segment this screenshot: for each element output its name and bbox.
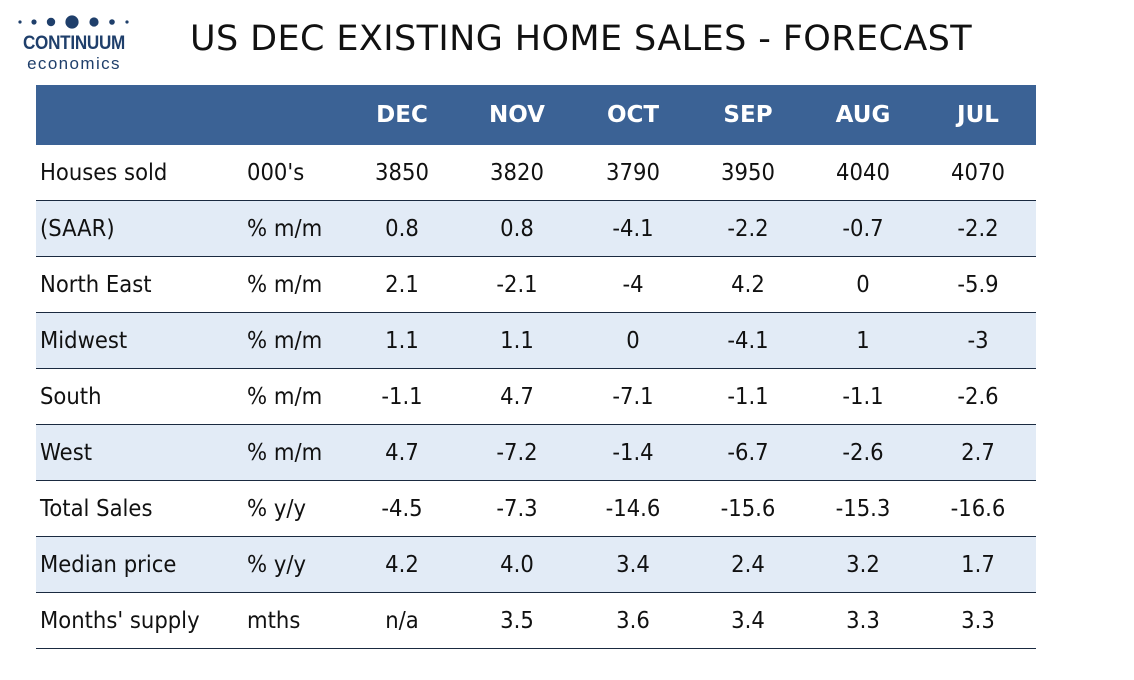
value-cell-oct: -1.4 (612, 440, 654, 466)
table-row: Houses sold 000's 3850 3820 3790 3950 4040 4070 (36, 145, 1036, 201)
value-cell-nov: 3820 (490, 160, 544, 186)
row-unit: % y/y (247, 496, 307, 522)
data-table: DEC NOV OCT SEP AUG JUL Houses sold 000's 3850 3… (36, 85, 1036, 649)
value-cell-aug: -2.6 (842, 440, 884, 466)
value-cell-oct: 0 (626, 328, 640, 354)
value-cell-dec: 0.8 (385, 216, 419, 242)
table-row: South % m/m -1.1 4.7 -7.1 -1.1 -1.1 -2.6 (36, 369, 1036, 425)
table-row: Total Sales % y/y -4.5 -7.3 -14.6 -15.6 -15.3 -… (36, 481, 1036, 537)
value-cell-dec: 4.7 (385, 440, 419, 466)
table-row: West % m/m 4.7 -7.2 -1.4 -6.7 -2.6 2.7 (36, 425, 1036, 481)
table-row: North East % m/m 2.1 -2.1 -4 4.2 0 -5.9 (36, 257, 1036, 313)
value-cell-jul: 4070 (951, 160, 1005, 186)
value-cell-jul: -5.9 (957, 272, 999, 298)
value-cell-nov: -2.1 (496, 272, 538, 298)
value-cell-aug: -0.7 (842, 216, 884, 242)
row-unit: % m/m (247, 440, 323, 466)
value-cell-dec: 2.1 (385, 272, 419, 298)
column-header-oct: OCT (606, 102, 660, 128)
value-cell-dec: n/a (385, 608, 419, 634)
value-cell-aug: 3.3 (846, 608, 880, 634)
table-header: DEC NOV OCT SEP AUG JUL (36, 85, 1036, 145)
column-header-dec: DEC (376, 102, 428, 128)
value-cell-dec: 1.1 (385, 328, 419, 354)
value-cell-jul: 2.7 (961, 440, 995, 466)
column-header-nov: NOV (489, 102, 545, 128)
row-label: South (40, 384, 102, 410)
row-unit: % y/y (247, 552, 307, 578)
value-cell-nov: -7.2 (496, 440, 538, 466)
table-row: Months' supply mths n/a 3.5 3.6 3.4 3.3 3.3 (36, 593, 1036, 649)
value-cell-jul: 3.3 (961, 608, 995, 634)
row-unit: mths (247, 608, 301, 634)
value-cell-oct: 3.6 (616, 608, 650, 634)
value-cell-oct: -14.6 (605, 496, 661, 522)
value-cell-oct: 3790 (606, 160, 660, 186)
value-cell-nov: 4.0 (500, 552, 534, 578)
row-label: West (40, 440, 93, 466)
value-cell-nov: 4.7 (500, 384, 534, 410)
table-row: Median price % y/y 4.2 4.0 3.4 2.4 3.2 1.7 (36, 537, 1036, 593)
value-cell-aug: -15.3 (835, 496, 891, 522)
value-cell-jul: -16.6 (950, 496, 1006, 522)
value-cell-sep: 3.4 (731, 608, 765, 634)
value-cell-oct: -4 (622, 272, 644, 298)
row-unit: % m/m (247, 216, 323, 242)
logo-brand: CONTINUUM (22, 33, 126, 54)
row-label: Total Sales (40, 496, 153, 522)
value-cell-aug: 4040 (836, 160, 890, 186)
value-cell-sep: 4.2 (731, 272, 765, 298)
column-header-sep: SEP (723, 102, 773, 128)
table-row: (SAAR) % m/m 0.8 0.8 -4.1 -2.2 -0.7 -2.2 (36, 201, 1036, 257)
value-cell-jul: -2.6 (957, 384, 999, 410)
value-cell-jul: -3 (967, 328, 989, 354)
value-cell-jul: -2.2 (957, 216, 999, 242)
value-cell-oct: 3.4 (616, 552, 650, 578)
value-cell-sep: -6.7 (727, 440, 769, 466)
row-label: Midwest (40, 328, 128, 354)
table-row: Midwest % m/m 1.1 1.1 0 -4.1 1 -3 (36, 313, 1036, 369)
value-cell-oct: -7.1 (612, 384, 654, 410)
row-label: (SAAR) (40, 216, 115, 242)
value-cell-oct: -4.1 (612, 216, 654, 242)
value-cell-aug: 0 (856, 272, 870, 298)
value-cell-dec: -1.1 (381, 384, 423, 410)
value-cell-sep: -15.6 (720, 496, 776, 522)
continuum-economics-logo: CONTINUUM economics (14, 14, 134, 76)
column-header-aug: AUG (835, 102, 891, 128)
row-unit: 000's (247, 160, 305, 186)
value-cell-jul: 1.7 (961, 552, 995, 578)
row-unit: % m/m (247, 328, 323, 354)
value-cell-sep: -4.1 (727, 328, 769, 354)
value-cell-aug: 1 (856, 328, 870, 354)
value-cell-nov: 0.8 (500, 216, 534, 242)
value-cell-dec: 4.2 (385, 552, 419, 578)
value-cell-nov: -7.3 (496, 496, 538, 522)
value-cell-aug: 3.2 (846, 552, 880, 578)
value-cell-dec: 3850 (375, 160, 429, 186)
row-unit: % m/m (247, 384, 323, 410)
value-cell-dec: -4.5 (381, 496, 423, 522)
row-label: Months' supply (40, 608, 200, 634)
table-body: Houses sold 000's 3850 3820 3790 3950 4040 4070… (36, 145, 1036, 649)
value-cell-sep: 3950 (721, 160, 775, 186)
value-cell-sep: -2.2 (727, 216, 769, 242)
logo-subtitle: economics (27, 54, 121, 73)
logo-dots-icon (18, 15, 129, 29)
page-title: US DEC EXISTING HOME SALES - FORECAST (190, 19, 973, 59)
column-header-jul: JUL (957, 102, 999, 128)
row-label: Median price (40, 552, 177, 578)
row-label: North East (40, 272, 152, 298)
value-cell-sep: 2.4 (731, 552, 765, 578)
value-cell-sep: -1.1 (727, 384, 769, 410)
value-cell-nov: 1.1 (500, 328, 534, 354)
row-label: Houses sold (40, 160, 168, 186)
value-cell-aug: -1.1 (842, 384, 884, 410)
value-cell-nov: 3.5 (500, 608, 534, 634)
row-unit: % m/m (247, 272, 323, 298)
